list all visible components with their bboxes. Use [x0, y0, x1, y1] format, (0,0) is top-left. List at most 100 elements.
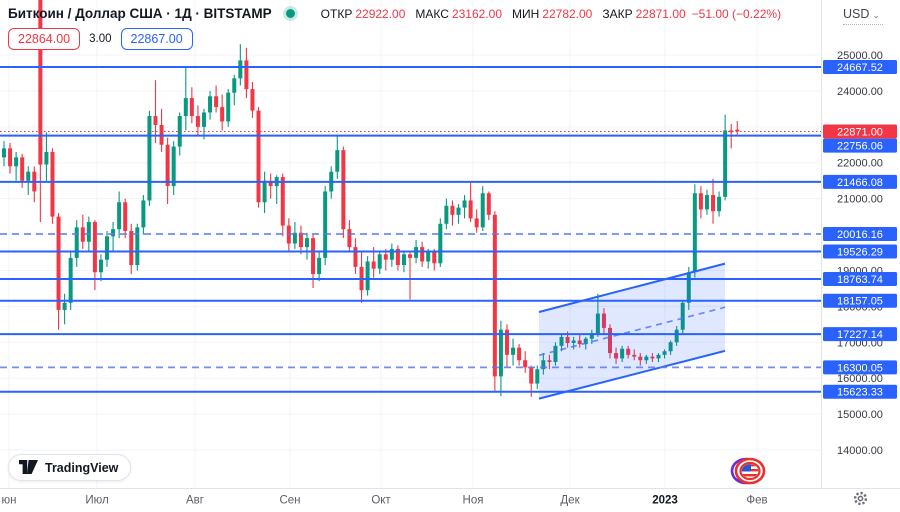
candle-body — [14, 157, 19, 167]
candle-body — [492, 214, 497, 377]
time-axis-panel[interactable] — [0, 488, 900, 512]
candle-body — [347, 229, 352, 248]
candle-body — [2, 148, 6, 158]
candle-body — [686, 272, 691, 303]
candle-body — [456, 207, 461, 215]
sell-price-button[interactable]: 22864.00 — [8, 28, 81, 50]
candle-body — [141, 200, 146, 228]
candle-body — [105, 236, 110, 260]
market-status-icon[interactable] — [285, 9, 295, 18]
candle-body — [529, 367, 534, 384]
candle-body — [371, 261, 376, 269]
current-price-badge-text: 22871.00 — [837, 126, 883, 138]
candle-body — [244, 60, 249, 90]
candle-body — [450, 205, 455, 215]
candle-body — [232, 78, 237, 93]
candle-body — [292, 232, 297, 244]
candle-body — [535, 369, 540, 384]
candle-body — [201, 112, 206, 127]
chevron-down-icon: ⌄ — [872, 10, 880, 20]
candle-body — [8, 148, 13, 167]
candle-body — [438, 223, 443, 264]
trend-channel[interactable] — [539, 263, 725, 399]
tradingview-logo-text: TradingView — [45, 460, 119, 475]
spread-value: 3.00 — [89, 33, 112, 45]
tradingview-logo[interactable]: TradingView — [8, 454, 132, 481]
high-value: 23162.00 — [451, 6, 502, 21]
tradingview-mark-icon — [19, 460, 38, 474]
candle-body — [735, 129, 740, 132]
level-badge — [823, 384, 897, 399]
candle-body — [426, 252, 431, 262]
candle-body — [256, 110, 261, 203]
candle-body — [56, 216, 61, 310]
price-axis-label: 14000.00 — [837, 445, 883, 457]
price-axis-label: 15000.00 — [837, 409, 883, 421]
candle-body — [626, 348, 631, 355]
candle-body — [153, 116, 158, 126]
candle-body — [395, 248, 400, 266]
candle-body — [729, 130, 734, 133]
symbol-title[interactable]: Биткоин / Доллар США · 1Д · BITSTAMP — [8, 6, 272, 21]
time-axis-settings-gear-icon[interactable] — [852, 490, 869, 512]
candle-body — [335, 150, 340, 172]
candle-body — [553, 345, 558, 363]
time-axis-label: Сен — [279, 495, 300, 507]
candle-body — [214, 96, 219, 108]
candle-body — [80, 227, 85, 242]
price-axis-label: 25000.00 — [837, 50, 883, 62]
candle-body — [680, 302, 685, 330]
time-axis-label: юн — [2, 495, 17, 507]
candle-body — [250, 89, 255, 111]
level-badge — [823, 360, 897, 375]
candle-body — [468, 200, 473, 219]
candle-body — [674, 329, 679, 343]
candle-body — [383, 254, 388, 260]
candle-body — [238, 60, 243, 79]
open-label: ОТКР — [320, 6, 353, 21]
level-badge-text: 16300.05 — [837, 362, 883, 374]
candle-body — [68, 257, 73, 303]
candle-body — [698, 193, 703, 210]
candle-body — [444, 205, 449, 224]
candle-body — [389, 248, 394, 260]
candle-body — [614, 353, 619, 359]
channel-top-line[interactable] — [538, 262, 726, 313]
currency-dropdown[interactable]: USD ⌄ — [843, 7, 883, 25]
level-badge-text: 15623.33 — [837, 387, 883, 399]
channel-bottom-line[interactable] — [538, 349, 726, 400]
time-axis-label: Окт — [371, 495, 391, 507]
time-axis-label: Авг — [186, 495, 204, 507]
buy-price-button[interactable]: 22867.00 — [120, 28, 193, 50]
price-axis-label: 24000.00 — [837, 86, 883, 98]
candle-body — [541, 360, 546, 370]
candle-body — [20, 157, 25, 181]
low-label: МИН — [512, 6, 540, 21]
high-label: МАКС — [415, 6, 449, 21]
candle-body — [323, 191, 328, 258]
candle-body — [620, 348, 625, 359]
currency-label: USD — [843, 7, 870, 21]
candle-body — [723, 130, 728, 197]
candle-body — [50, 151, 55, 217]
candle-body — [474, 218, 479, 228]
candle-body — [98, 259, 103, 273]
candle-body — [183, 98, 188, 117]
level-badge — [823, 327, 897, 342]
candle-body — [365, 261, 370, 291]
candle-body — [408, 254, 413, 258]
candle-body — [189, 98, 194, 117]
candle-body — [311, 238, 316, 275]
candle-body — [571, 340, 576, 343]
candle-body — [504, 329, 509, 355]
candle-body — [353, 247, 358, 267]
price-axis-label: 16000.00 — [837, 373, 883, 385]
time-axis-label: Фев — [746, 495, 767, 507]
level-badge — [823, 244, 897, 259]
candle-body — [377, 254, 382, 269]
candle-body — [462, 200, 467, 208]
candle-body — [517, 347, 522, 361]
ohlc-values: ОТКР 22922.00 МАКС 23162.00 МИН 22782.00… — [321, 7, 781, 21]
candle-body — [595, 313, 600, 334]
